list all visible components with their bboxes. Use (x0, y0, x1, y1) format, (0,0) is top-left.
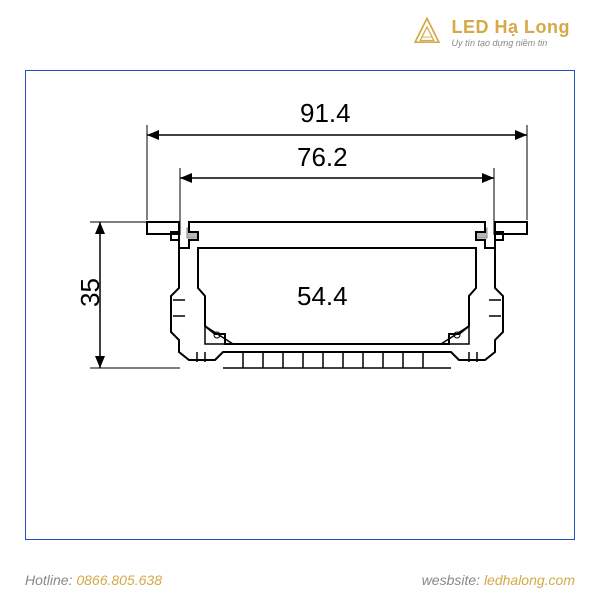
hotline-value: 0866.805.638 (76, 572, 162, 588)
dim-label-outer-width: 91.4 (300, 98, 351, 129)
brand-header: LED Hạ Long Uy tín tạo dựng niềm tin (410, 15, 571, 49)
dim-label-height: 35 (75, 278, 106, 307)
technical-drawing: 91.4 76.2 54.4 35 (45, 100, 555, 510)
brand-tagline: Uy tín tạo dựng niềm tin (452, 38, 571, 48)
website: wesbsite: ledhalong.com (422, 572, 575, 588)
brand-text-block: LED Hạ Long Uy tín tạo dựng niềm tin (452, 17, 571, 48)
footer: Hotline: 0866.805.638 wesbsite: ledhalon… (0, 572, 600, 588)
brand-name: LED Hạ Long (452, 17, 571, 38)
hotline-label: Hotline: (25, 572, 76, 588)
website-label: wesbsite: (422, 572, 484, 588)
dim-label-channel-width: 54.4 (297, 281, 348, 312)
dim-label-inner-width: 76.2 (297, 142, 348, 173)
brand-logo-icon (410, 15, 444, 49)
hotline: Hotline: 0866.805.638 (25, 572, 162, 588)
website-value: ledhalong.com (484, 572, 575, 588)
